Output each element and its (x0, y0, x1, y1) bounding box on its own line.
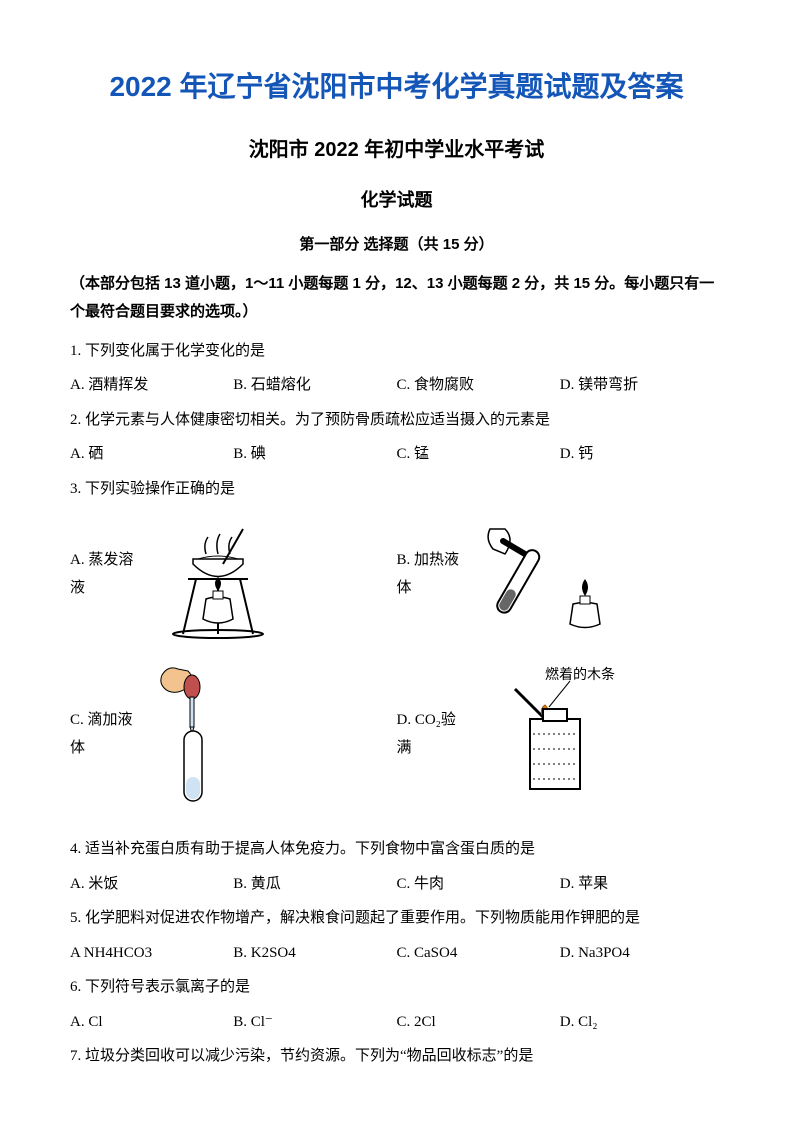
q2-options: A. 硒 B. 碘 C. 锰 D. 钙 (70, 440, 723, 469)
q4-opt-a: A. 米饭 (70, 870, 233, 899)
q4-opt-c: C. 牛肉 (397, 870, 560, 899)
co2-bottle-icon: 燃着的木条 (475, 659, 645, 809)
section-heading: 第一部分 选择题（共 15 分） (70, 231, 723, 260)
q5-opt-d: D. Na3PO4 (560, 939, 723, 968)
q3-opt-d-label: D. CO₂验满 (397, 706, 467, 763)
q1-opt-a: A. 酒精挥发 (70, 371, 233, 400)
q2-opt-b: B. 碘 (233, 440, 396, 469)
q2-opt-a: A. 硒 (70, 440, 233, 469)
q4-options: A. 米饭 B. 黄瓜 C. 牛肉 D. 苹果 (70, 870, 723, 899)
q3-opt-c: C. 滴加液体 (70, 659, 397, 809)
q3-stem: 3. 下列实验操作正确的是 (70, 475, 723, 504)
q7-stem: 7. 垃圾分类回收可以减少污染，节约资源。下列为“物品回收标志”的是 (70, 1042, 723, 1071)
q1-stem: 1. 下列变化属于化学变化的是 (70, 337, 723, 366)
q3-opt-b: B. 加热液体 (397, 509, 724, 639)
q2-stem: 2. 化学元素与人体健康密切相关。为了预防骨质疏松应适当摄入的元素是 (70, 406, 723, 435)
q2-opt-d: D. 钙 (560, 440, 723, 469)
q1-opt-b: B. 石蜡熔化 (233, 371, 396, 400)
q5-options: A NH4HCO3 B. K2SO4 C. CaSO4 D. Na3PO4 (70, 939, 723, 968)
q3-opt-a: A. 蒸发溶液 (70, 509, 397, 639)
evaporating-dish-icon (148, 509, 298, 639)
q6-opt-a: A. Cl (70, 1008, 233, 1037)
q3-opt-d: D. CO₂验满 燃着的木条 (397, 659, 724, 809)
instructions: （本部分包括 13 道小题，1～11 小题每题 1 分，12、13 小题每题 2… (70, 270, 723, 327)
q5-opt-b: B. K2SO4 (233, 939, 396, 968)
burning-stick-label: 燃着的木条 (545, 666, 615, 683)
q6-stem: 6. 下列符号表示氯离子的是 (70, 973, 723, 1002)
q4-opt-b: B. 黄瓜 (233, 870, 396, 899)
q1-options: A. 酒精挥发 B. 石蜡熔化 C. 食物腐败 D. 镁带弯折 (70, 371, 723, 400)
page-title: 2022 年辽宁省沈阳市中考化学真题试题及答案 (70, 60, 723, 113)
subject-title: 化学试题 (70, 183, 723, 217)
subtitle: 沈阳市 2022 年初中学业水平考试 (70, 131, 723, 169)
q2-opt-c: C. 锰 (397, 440, 560, 469)
q3-opt-a-label: A. 蒸发溶液 (70, 546, 140, 603)
q6-opt-c: C. 2Cl (397, 1008, 560, 1037)
q3-options: A. 蒸发溶液 (70, 509, 723, 829)
q3-opt-c-label: C. 滴加液体 (70, 706, 140, 763)
q6-opt-d: D. Cl₂ (560, 1008, 723, 1037)
q6-options: A. Cl B. Cl⁻ C. 2Cl D. Cl₂ (70, 1008, 723, 1037)
q3-opt-b-label: B. 加热液体 (397, 546, 467, 603)
dropper-icon (148, 659, 268, 809)
q6-opt-b: B. Cl⁻ (233, 1008, 396, 1037)
q1-opt-d: D. 镁带弯折 (560, 371, 723, 400)
q4-stem: 4. 适当补充蛋白质有助于提高人体免疫力。下列食物中富含蛋白质的是 (70, 835, 723, 864)
q5-stem: 5. 化学肥料对促进农作物增产，解决粮食问题起了重要作用。下列物质能用作钾肥的是 (70, 904, 723, 933)
q3-opt-d-prefix: D. (397, 712, 415, 728)
q1-opt-c: C. 食物腐败 (397, 371, 560, 400)
heating-liquid-icon (475, 509, 645, 639)
q4-opt-d: D. 苹果 (560, 870, 723, 899)
q5-opt-c: C. CaSO4 (397, 939, 560, 968)
q5-opt-a: A NH4HCO3 (70, 939, 233, 968)
